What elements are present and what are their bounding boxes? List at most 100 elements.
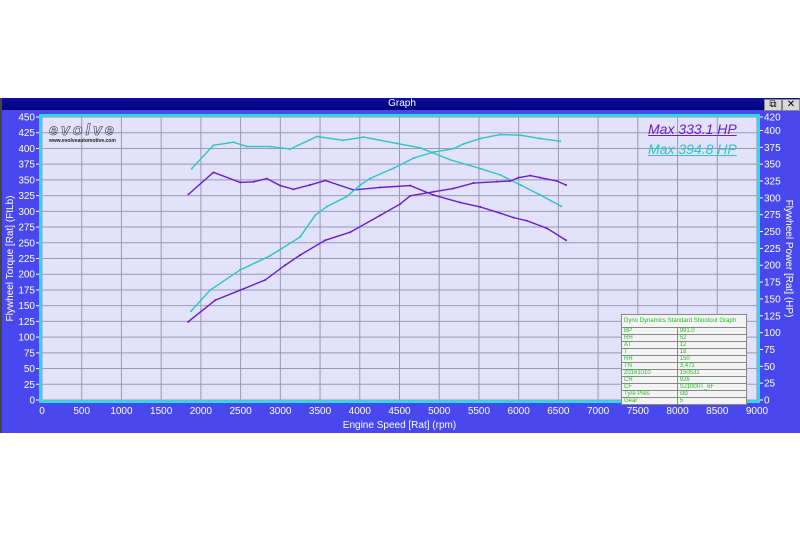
info-row: T 18 (621, 348, 748, 356)
y-tick-label: 125 (18, 317, 35, 328)
info-key: Tyre Pres (621, 390, 678, 398)
info-row: CF SJ1000T_6F (621, 383, 748, 391)
info-value: 926 (676, 376, 748, 384)
series-2-point (412, 157, 415, 160)
series-0-point (232, 141, 235, 144)
series-line-1 (187, 171, 567, 241)
series-3-point (555, 180, 558, 183)
series-2-point (432, 151, 435, 154)
y2-tick-label: 200 (764, 261, 781, 272)
y-tick-label: 150 (18, 301, 35, 312)
series-1-point (265, 177, 268, 180)
x-tick-label: 2500 (229, 406, 252, 417)
info-row: AT 12 (621, 341, 748, 349)
y2-tick-label: 50 (764, 362, 776, 373)
series-2-point (345, 195, 348, 198)
series-1-point (324, 179, 327, 182)
y-tick-label: 400 (18, 144, 35, 155)
y2-tick-label: 100 (764, 328, 781, 339)
series-2-point (479, 137, 482, 140)
info-value: 12 (676, 341, 748, 349)
info-value: 3,471 (676, 362, 748, 370)
series-3-point (452, 187, 455, 190)
info-table-title: Dyno Dynamics Standard Shootout Graph (621, 314, 747, 328)
y-tick-label: 225 (18, 254, 35, 265)
y-axis-label: Flywheel Torque [Rat] (FtLb) (5, 196, 16, 322)
info-key: CR (621, 376, 678, 384)
y-tick-label: 0 (29, 396, 35, 407)
x-tick-label: 5500 (468, 406, 491, 417)
info-key: TN (621, 362, 678, 370)
info-value: 18 (676, 348, 748, 356)
series-3-point (565, 184, 568, 187)
series-3-point (517, 176, 520, 179)
series-1-point (239, 181, 242, 184)
y2-tick-label: 150 (764, 294, 781, 305)
x-tick-label: 8500 (706, 406, 729, 417)
series-3-point (529, 174, 532, 177)
series-1-point (409, 184, 412, 187)
series-3-point (495, 180, 498, 183)
series-1-point (525, 219, 528, 222)
x-tick-label: 8000 (666, 406, 689, 417)
series-0-point (560, 205, 563, 208)
series-3-point (349, 231, 352, 234)
info-value: std (676, 390, 748, 398)
series-1-point (565, 239, 568, 242)
x-tick-label: 7500 (627, 406, 650, 417)
x-tick-label: 5000 (428, 406, 451, 417)
info-key: AT (621, 341, 678, 349)
y2-tick-label: 325 (764, 177, 781, 188)
info-value: 150531 (676, 369, 748, 377)
y-tick-label: 175 (18, 285, 35, 296)
series-1-point (545, 227, 548, 230)
window-title: Graph (388, 98, 416, 109)
y-tick-label: 100 (18, 333, 35, 344)
info-key: Gear (621, 397, 678, 405)
series-0-point (190, 167, 193, 170)
dyno-info-table: Dyno Dynamics Standard Shootout Graph BP… (621, 314, 748, 405)
series-0-point (419, 146, 422, 149)
y2-tick-label: 175 (764, 278, 781, 289)
y-tick-label: 275 (18, 223, 35, 234)
x-tick-label: 3500 (309, 406, 332, 417)
series-0-point (539, 193, 542, 196)
series-3-point (187, 320, 190, 323)
y2-tick-label: 125 (764, 311, 781, 322)
y2-tick-label: 0 (764, 396, 770, 407)
series-0-point (362, 136, 365, 139)
info-value: 991.0 (676, 327, 748, 335)
series-2-point (359, 184, 362, 187)
x-tick-label: 4500 (388, 406, 411, 417)
x-tick-label: 9000 (746, 406, 769, 417)
series-2-point (314, 214, 317, 217)
series-2-point (452, 147, 455, 150)
series-3-point (264, 279, 267, 282)
y2-tick-label: 375 (764, 143, 781, 154)
series-2-point (269, 254, 272, 257)
info-row: BP 991.0 (621, 327, 748, 335)
series-0-point (519, 183, 522, 186)
info-value: SJ1000T_6F (676, 383, 748, 391)
series-1-point (499, 212, 502, 215)
series-3-point (432, 190, 435, 193)
x-tick-label: 1500 (150, 406, 173, 417)
series-3-point (399, 202, 402, 205)
y2-tick-label: 350 (764, 160, 781, 171)
info-key: RR (621, 355, 678, 363)
y-tick-label: 250 (18, 238, 35, 249)
series-2-point (559, 140, 562, 143)
x-tick-label: 2000 (190, 406, 213, 417)
info-key: 20161010 (621, 369, 678, 377)
series-0-point (449, 158, 452, 161)
info-key: BP (621, 327, 678, 335)
series-1-point (432, 193, 435, 196)
x-tick-label: 4000 (349, 406, 372, 417)
info-row: RR 150 (621, 355, 748, 363)
y2-tick-label: 300 (764, 193, 781, 204)
restore-icon[interactable]: ⧉ (764, 99, 782, 111)
series-0-point (499, 173, 502, 176)
series-3-point (284, 264, 287, 267)
series-2-point (239, 268, 242, 271)
